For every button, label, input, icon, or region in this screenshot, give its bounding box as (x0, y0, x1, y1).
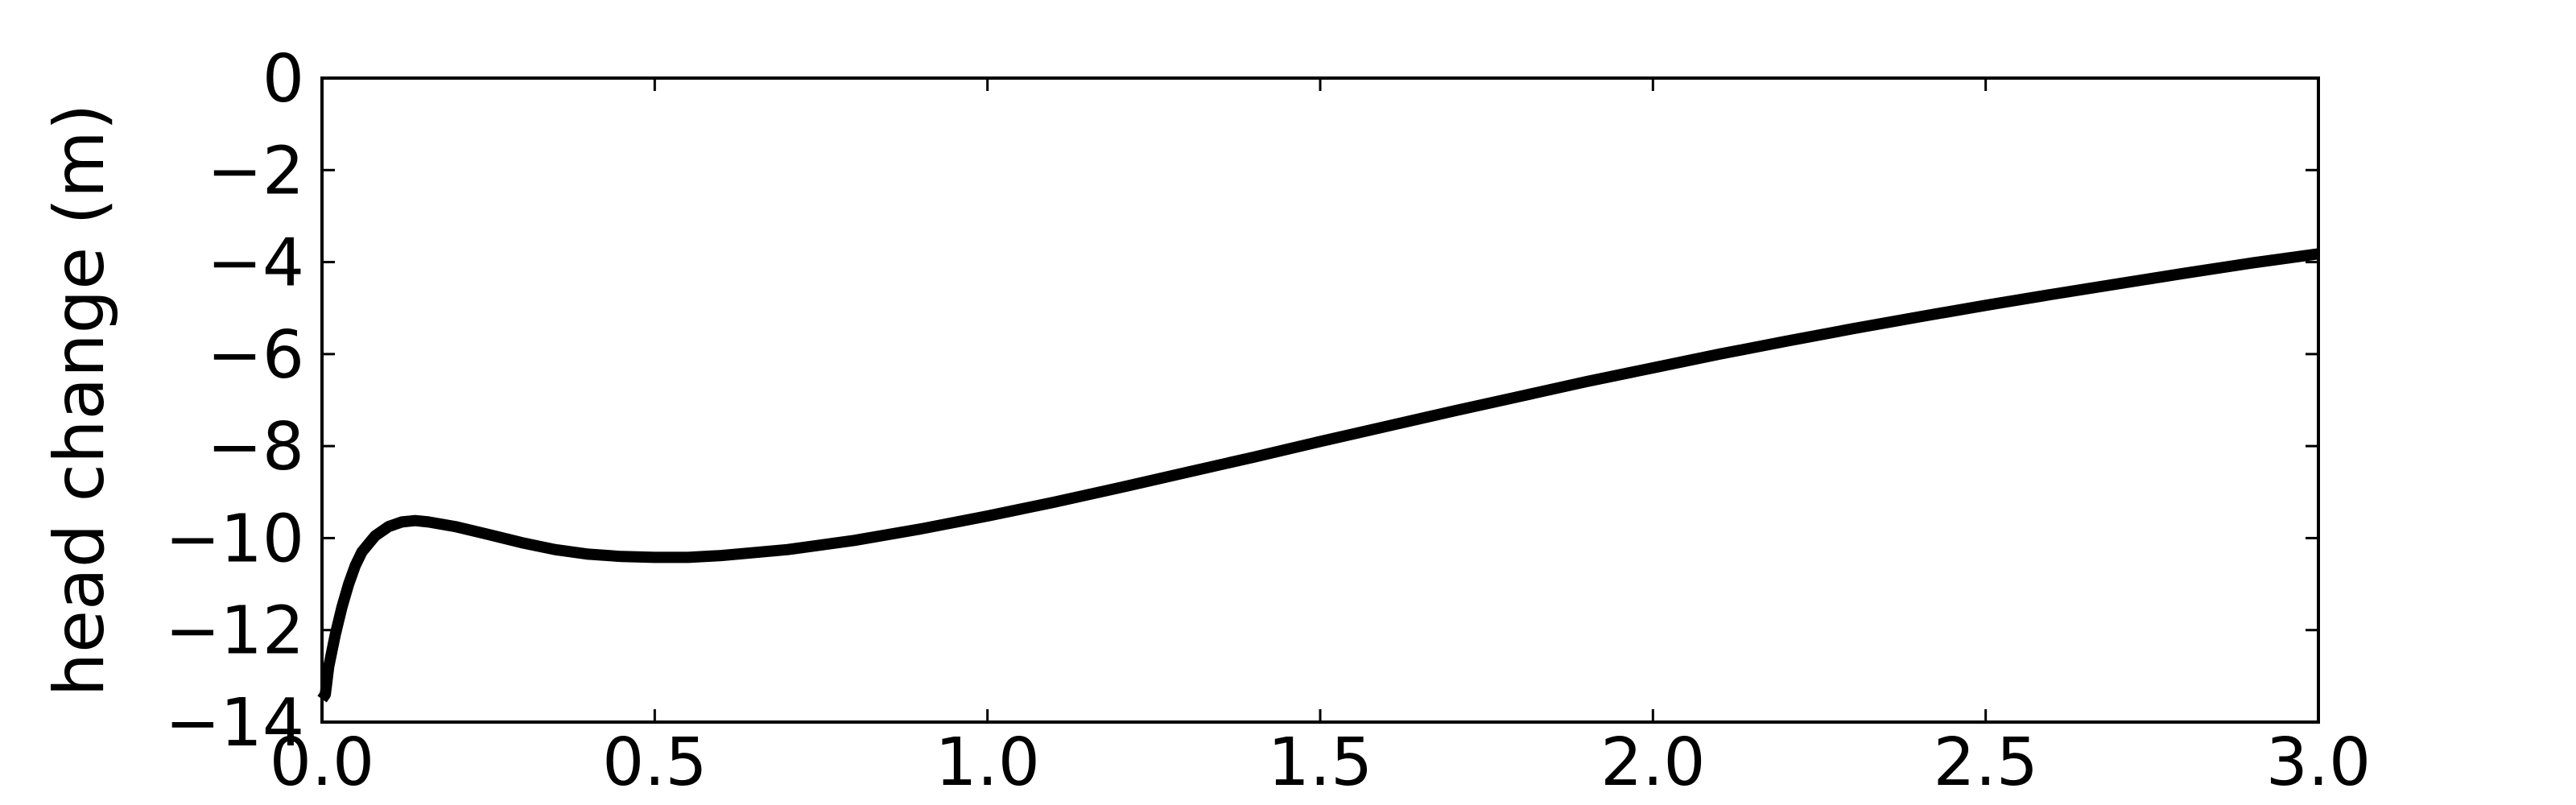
x-tick-label: 1.5 (1268, 724, 1373, 801)
y-tick-label: −14 (165, 685, 304, 762)
x-tick-label: 3.0 (2266, 724, 2371, 801)
x-tick-label: 1.0 (935, 724, 1039, 801)
y-tick-label: 0 (262, 41, 304, 118)
series-layer (317, 248, 2319, 703)
x-tick-label: 0.5 (602, 724, 707, 801)
x-tick-label: 2.5 (1933, 724, 2037, 801)
y-tick-label: −4 (207, 225, 304, 302)
y-tick-label: −2 (207, 133, 304, 209)
labels-layer: 0.0 0.5 1.0 1.5 2.0 2.5 3.0 0 −2 −4 −6 −8 −10 −12 −14 (165, 41, 2371, 801)
x-tick-label: 2.0 (1600, 724, 1705, 801)
y-tick-label: −6 (207, 317, 304, 394)
y-axis-label: head change (m) (39, 104, 120, 697)
y-tick-label: −12 (165, 593, 304, 670)
y-tick-label: −10 (165, 501, 304, 577)
x-tick-label: 0.0 (270, 724, 374, 801)
plot-frame (320, 76, 2320, 724)
ticks-layer (320, 76, 2320, 724)
series-line (317, 248, 2319, 703)
y-tick-label: −8 (207, 409, 304, 485)
